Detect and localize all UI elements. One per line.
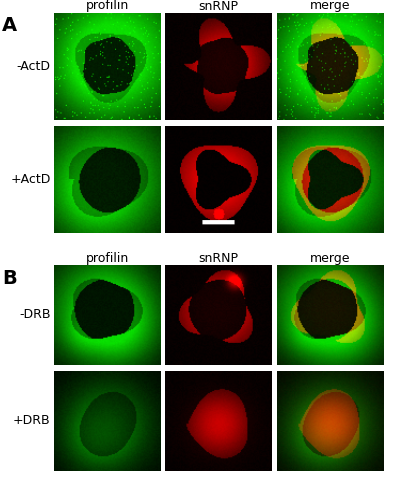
Title: profilin: profilin	[86, 252, 129, 265]
Text: B: B	[2, 269, 17, 288]
Title: merge: merge	[310, 252, 350, 265]
Text: -DRB: -DRB	[19, 308, 51, 322]
Title: merge: merge	[310, 0, 350, 12]
Title: snRNP: snRNP	[199, 0, 238, 12]
Title: snRNP: snRNP	[199, 252, 238, 265]
Text: -ActD: -ActD	[17, 60, 51, 72]
Text: +DRB: +DRB	[13, 414, 51, 428]
Text: +ActD: +ActD	[10, 174, 51, 186]
Title: profilin: profilin	[86, 0, 129, 12]
Text: A: A	[2, 16, 17, 35]
